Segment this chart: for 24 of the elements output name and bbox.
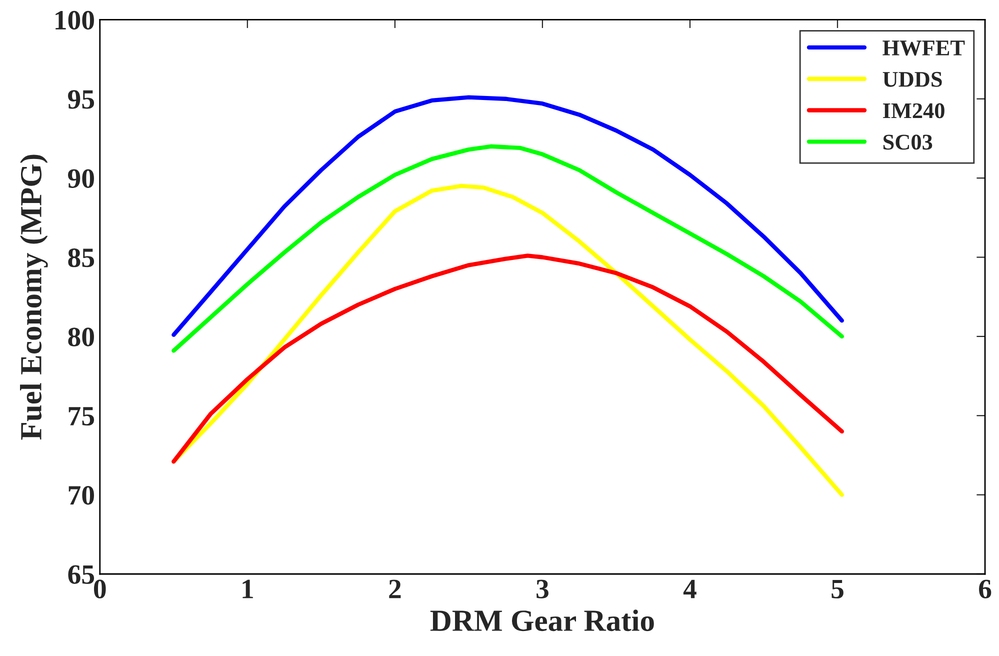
line-series: [172, 95, 844, 337]
x-tick-label: 1: [242, 580, 253, 598]
line-series: [172, 254, 844, 464]
legend-label: IM240: [883, 103, 944, 118]
y-tick-label: 70: [68, 486, 94, 505]
y-axis-title: Fuel Economy (MPG): [20, 154, 48, 440]
x-axis-title: DRM Gear Ratio: [430, 610, 654, 632]
line-series: [172, 144, 844, 353]
x-tick-label: 2: [389, 580, 401, 598]
x-tick-label: 3: [536, 580, 548, 598]
x-tick-label: 4: [683, 580, 696, 598]
x-tick-label: 5: [832, 580, 844, 598]
legend-label: HWFET: [882, 40, 965, 56]
y-tick-label: 80: [68, 328, 94, 346]
legend-label: SC03: [883, 134, 932, 150]
y-tick-label: 90: [68, 169, 94, 188]
y-tick-label: 65: [68, 565, 94, 584]
y-tick-label: 100: [56, 10, 94, 30]
x-tick-label: 6: [979, 580, 992, 598]
y-tick-label: 85: [68, 248, 94, 268]
legend-label: UDDS: [882, 72, 942, 87]
y-tick-label: 95: [68, 90, 94, 109]
y-tick-label: 75: [68, 407, 94, 426]
x-tick-label: 0: [94, 580, 106, 598]
